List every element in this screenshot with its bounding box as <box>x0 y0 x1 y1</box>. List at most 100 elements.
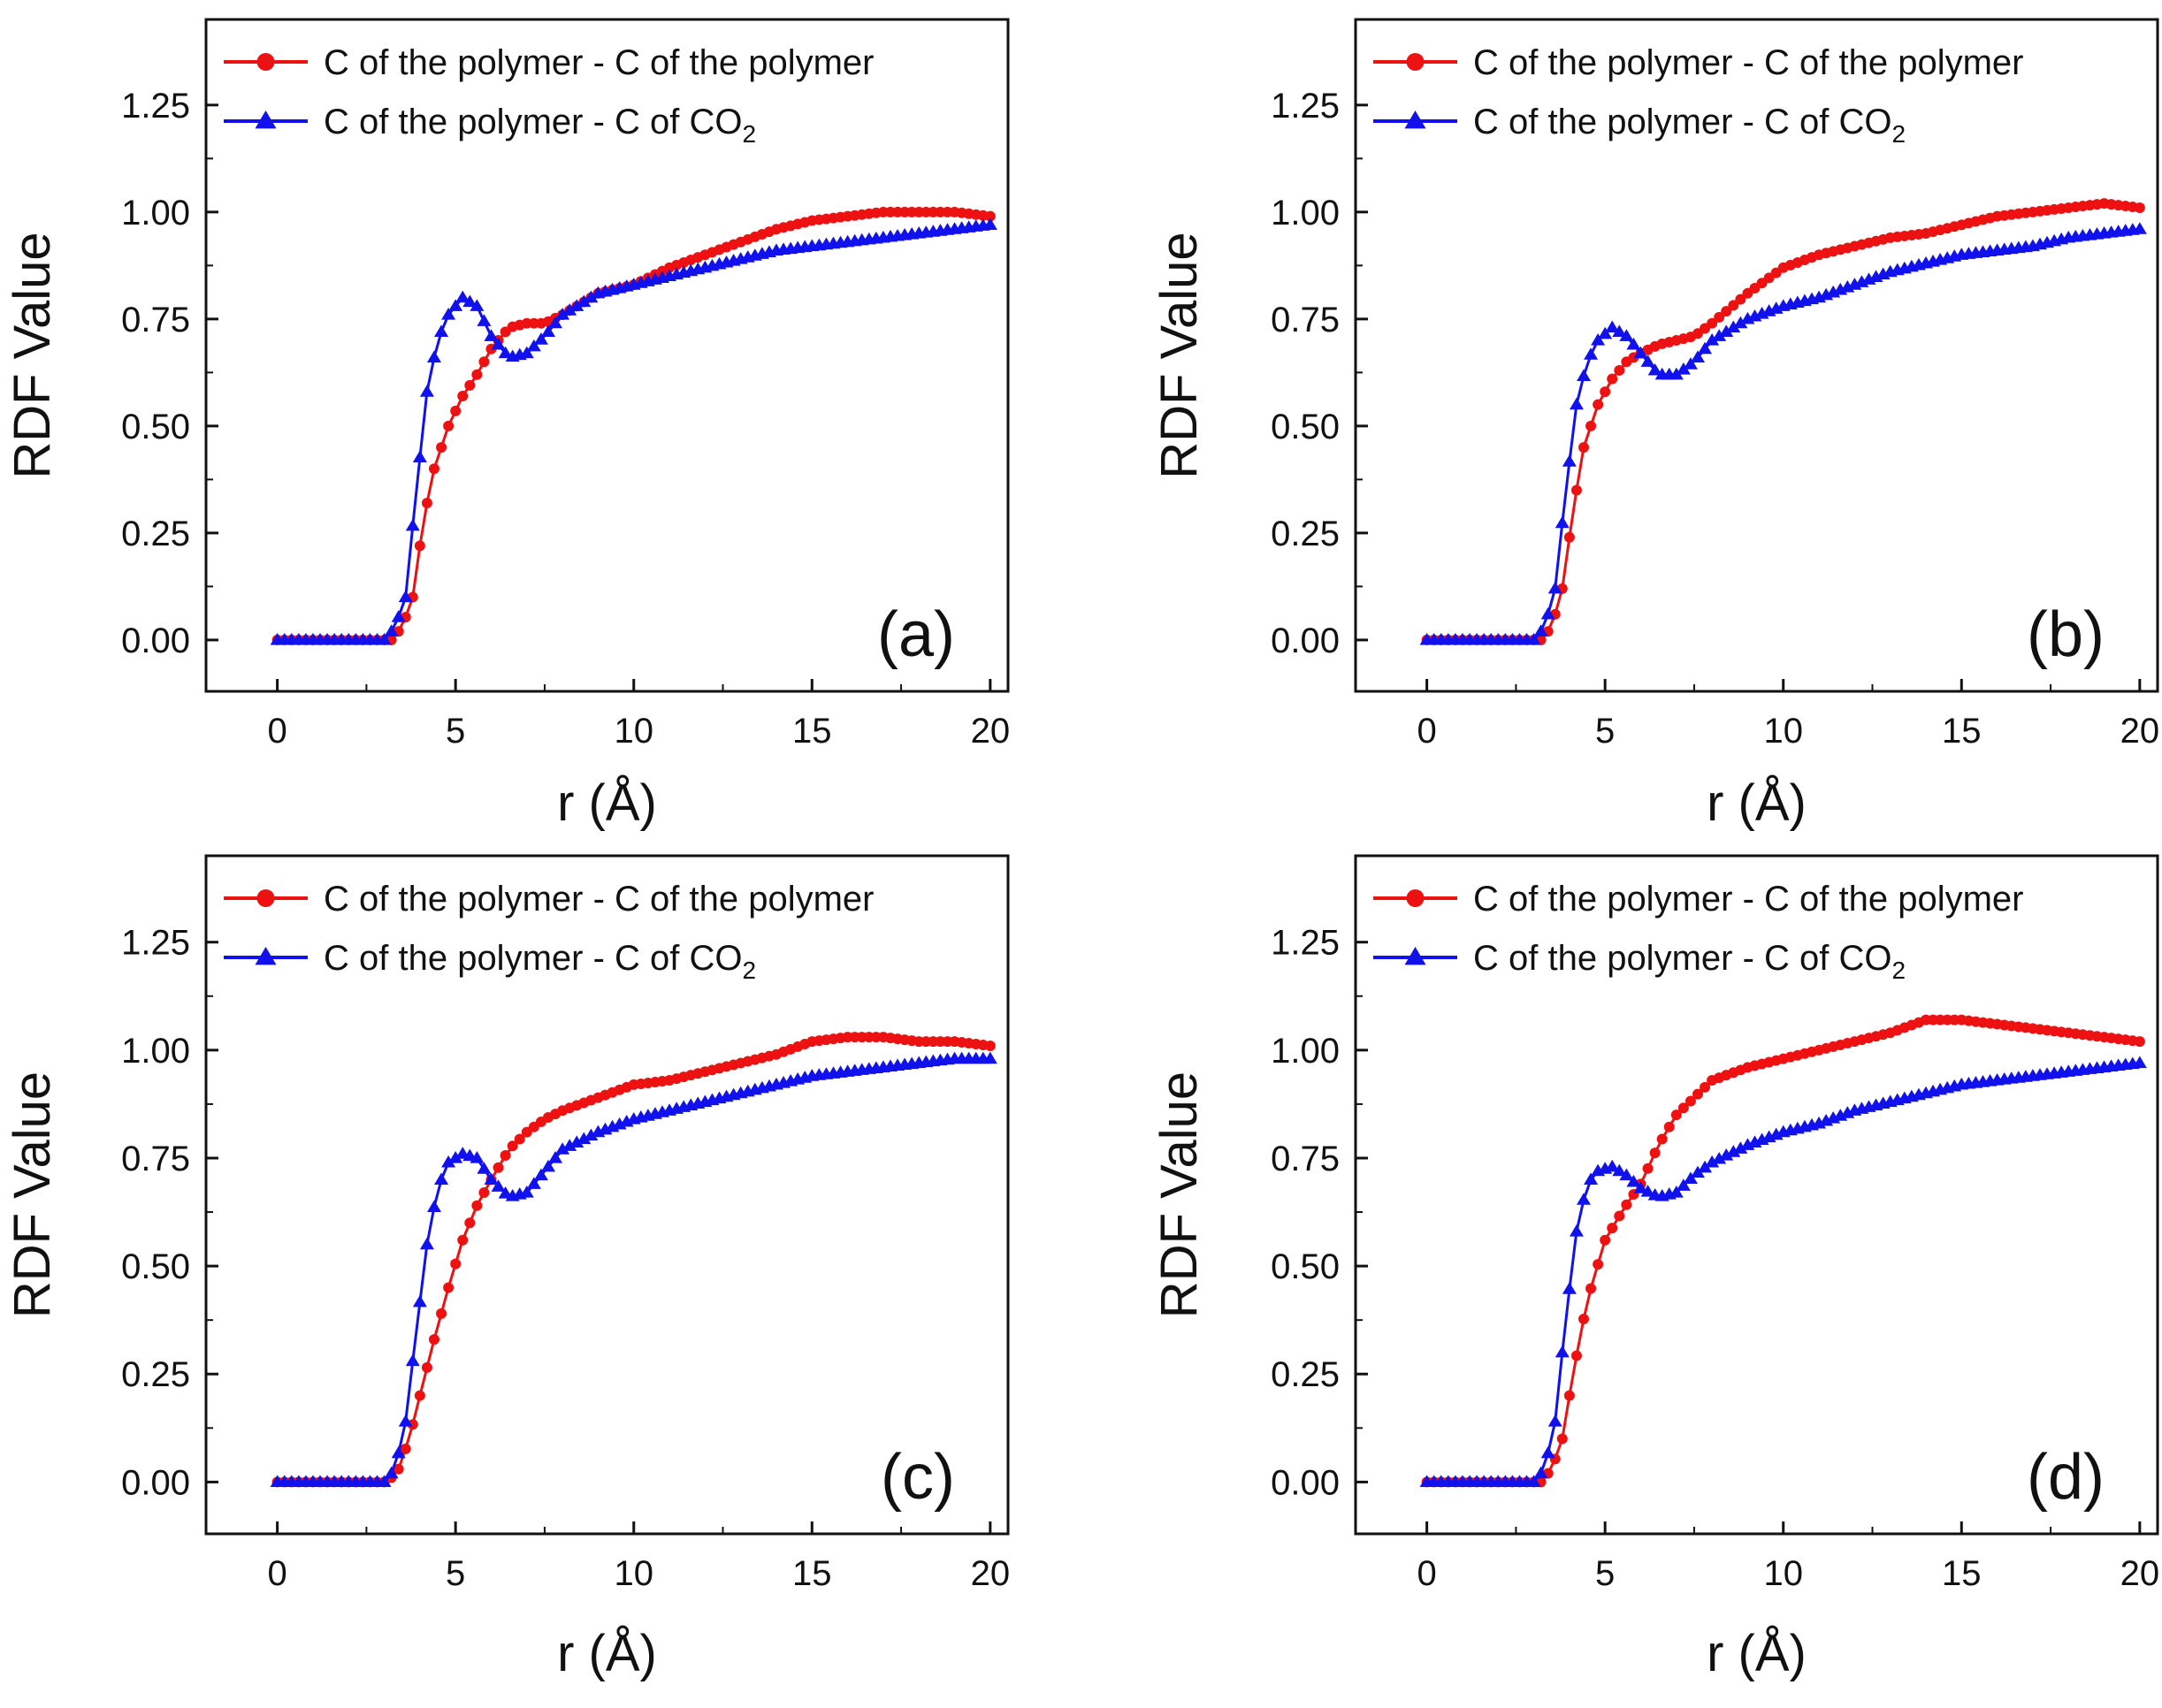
data-point-triangle <box>441 1155 456 1168</box>
data-point-triangle <box>548 1150 563 1163</box>
data-point-triangle <box>434 1172 449 1186</box>
y-tick-label: 0.75 <box>1271 1140 1340 1178</box>
data-point-triangle <box>540 1159 555 1172</box>
series-polymer-co2 <box>270 1051 997 1487</box>
legend-label-polymer-co2: C of the polymer - C of CO2 <box>324 939 756 984</box>
legend-marker-triangle <box>255 947 277 965</box>
data-point-circle <box>1728 300 1739 311</box>
data-point-circle <box>507 1140 518 1152</box>
data-point-circle <box>1677 1102 1689 1114</box>
data-point-triangle <box>1612 1163 1627 1177</box>
data-point-triangle <box>1733 1141 1748 1154</box>
data-point-circle <box>1721 306 1732 317</box>
y-tick-label: 1.00 <box>1271 194 1340 233</box>
data-point-triangle <box>519 1186 534 1198</box>
legend-marker-triangle <box>1404 947 1426 965</box>
data-point-triangle <box>533 332 548 345</box>
data-point-triangle <box>1569 1224 1584 1237</box>
data-point-triangle <box>1719 324 1734 337</box>
legend-label-polymer-polymer: C of the polymer - C of the polymer <box>324 43 874 82</box>
legend-label-polymer-co2: C of the polymer - C of CO2 <box>324 103 756 148</box>
panel-label: (a) <box>877 599 955 670</box>
data-point-triangle <box>448 1150 463 1163</box>
data-point-triangle <box>1619 1168 1634 1181</box>
data-point-triangle <box>1698 341 1713 355</box>
data-point-circle <box>1663 1121 1675 1132</box>
x-tick-label: 10 <box>1763 1554 1803 1593</box>
data-point-circle <box>1642 1163 1654 1174</box>
data-point-triangle <box>470 299 485 311</box>
data-point-triangle <box>1605 320 1620 333</box>
data-point-triangle <box>1712 1151 1727 1164</box>
data-point-triangle <box>1576 1193 1591 1205</box>
plot-frame <box>204 854 1010 1536</box>
data-point-triangle <box>419 385 434 397</box>
chart-panel-c: 0.00 0.25 0.50 0.75 1.00 1.25 0 5 10 15 20 RDF Valu… <box>4 854 1011 1682</box>
data-point-triangle <box>577 1132 592 1145</box>
data-point-circle <box>478 356 490 368</box>
data-point-circle <box>436 442 447 454</box>
data-point-circle <box>393 1463 404 1475</box>
data-point-triangle <box>398 590 413 603</box>
data-point-circle <box>1614 1210 1625 1222</box>
data-point-triangle <box>405 1353 420 1367</box>
data-point-triangle <box>577 294 592 308</box>
y-tick-label: 0.25 <box>121 515 190 553</box>
y-tick-label: 0.00 <box>121 621 190 660</box>
data-point-circle <box>1614 364 1625 376</box>
data-point-triangle <box>1647 362 1662 376</box>
data-point-triangle <box>562 1139 577 1151</box>
y-axis-title: RDF Value <box>1150 232 1208 478</box>
data-point-triangle <box>391 1445 406 1459</box>
x-tick-label: 0 <box>267 712 286 751</box>
data-point-triangle <box>412 450 427 462</box>
legend-marker-circle <box>256 889 275 907</box>
legend-marker-triangle <box>1404 111 1426 129</box>
data-point-triangle <box>555 308 570 320</box>
data-point-triangle <box>562 303 577 316</box>
data-point-triangle <box>1533 1466 1548 1479</box>
data-point-circle <box>1670 1109 1682 1121</box>
y-tick-label: 1.25 <box>121 924 190 963</box>
legend: C of the polymer - C of the polymer C of … <box>224 43 874 148</box>
legend-label-polymer-co2: C of the polymer - C of CO2 <box>1473 939 1906 984</box>
y-tick-label: 0.50 <box>121 408 190 446</box>
data-point-triangle <box>1619 329 1634 341</box>
data-point-triangle <box>1526 1475 1541 1487</box>
data-point-triangle <box>1540 1445 1555 1459</box>
data-point-triangle <box>1676 362 1691 375</box>
x-tick-label: 0 <box>1417 1554 1436 1593</box>
data-point-triangle <box>1640 355 1655 367</box>
data-point-circle <box>1700 1081 1711 1093</box>
data-point-circle <box>1585 1283 1597 1294</box>
data-point-circle <box>478 1187 490 1199</box>
data-point-triangle <box>484 1172 499 1186</box>
panel-label: (d) <box>2027 1442 2105 1513</box>
data-point-circle <box>421 1361 432 1373</box>
x-axis-title: r (Å) <box>1707 1625 1807 1682</box>
data-point-circle <box>436 1308 447 1319</box>
data-point-circle <box>443 420 455 431</box>
legend-marker-circle <box>256 53 275 71</box>
data-point-triangle <box>2132 1056 2147 1069</box>
data-point-circle <box>1570 1350 1582 1361</box>
data-point-circle <box>1621 1199 1632 1210</box>
data-point-circle <box>457 390 469 401</box>
x-tick-label: 5 <box>1595 1554 1615 1593</box>
legend-label-polymer-polymer: C of the polymer - C of the polymer <box>324 880 874 919</box>
data-point-triangle <box>1726 1145 1741 1157</box>
data-point-triangle <box>1612 324 1627 337</box>
data-point-triangle <box>377 1475 392 1487</box>
data-point-triangle <box>1633 1181 1648 1193</box>
x-tick-label: 5 <box>446 712 465 751</box>
data-point-triangle <box>1526 632 1541 645</box>
series-polymer-polymer <box>271 206 996 645</box>
data-point-triangle <box>419 1237 434 1250</box>
data-point-triangle <box>1569 397 1584 410</box>
series-line <box>1426 227 2140 642</box>
legend-subscript: 2 <box>1891 957 1906 984</box>
y-tick-label: 0.00 <box>1271 1463 1340 1502</box>
x-tick-label: 20 <box>971 1554 1011 1593</box>
data-point-circle <box>464 1217 476 1229</box>
y-tick-label: 0.25 <box>1271 515 1340 553</box>
